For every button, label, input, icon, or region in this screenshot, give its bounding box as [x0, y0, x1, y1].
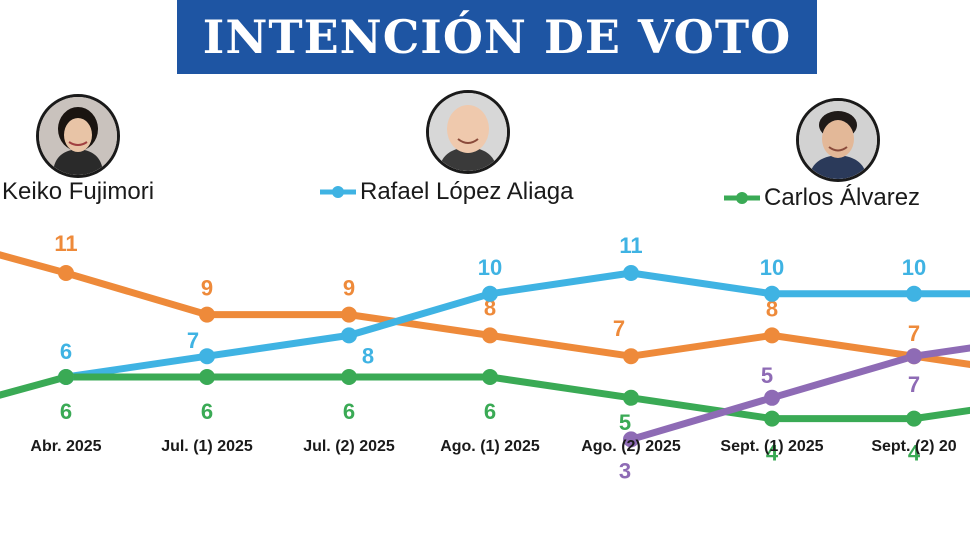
keiko-fujimori-avatar: [36, 94, 120, 178]
x-tick-label-5: Sept. (1) 2025: [720, 438, 823, 455]
legend-label-rafael: Rafael López Aliaga: [360, 178, 574, 205]
data-point-keiko-5: [764, 327, 780, 344]
data-label-keiko-0: 11: [54, 231, 77, 256]
data-label-keiko-4: 7: [613, 316, 625, 341]
data-label-carlos-1: 6: [201, 399, 213, 424]
data-label-keiko-2: 9: [343, 276, 355, 301]
series-line-rla: [62, 269, 970, 381]
data-point-keiko-4: [623, 348, 639, 365]
data-label-rla-6: 10: [902, 255, 926, 280]
data-point-fourth-4: [623, 431, 639, 448]
data-label-rla-1: 7: [187, 328, 199, 353]
data-point-carlos-6: [906, 410, 922, 427]
data-point-rla-5: [764, 285, 780, 302]
data-label-carlos-3: 6: [484, 399, 496, 424]
data-label-carlos-4: 5: [619, 410, 631, 435]
data-label-rla-5: 10: [760, 255, 784, 280]
data-label-rla-2: 8: [362, 343, 374, 368]
data-label-fourth-4: 3: [619, 458, 631, 483]
legend-rla-dot: [332, 186, 344, 198]
rafael-lopez-aliaga-avatar: [426, 90, 510, 174]
legend-label-keiko: Keiko Fujimori: [2, 178, 155, 205]
x-tick-label-4: Ago. (2) 2025: [581, 438, 681, 455]
legend-ca-dot: [736, 192, 748, 204]
data-point-fourth-6: [906, 348, 922, 365]
legend-label-carlos: Carlos Álvarez: [764, 184, 921, 211]
data-point-rla-3: [482, 285, 498, 302]
data-point-keiko-0: [58, 265, 74, 281]
data-point-carlos-1: [199, 369, 215, 385]
data-point-carlos-0: [58, 369, 74, 385]
data-point-keiko-3: [482, 327, 498, 344]
data-label-carlos-6: 4: [908, 441, 921, 466]
title-banner: INTENCIÓN DE VOTO: [177, 0, 817, 74]
data-label-carlos-2: 6: [343, 399, 355, 424]
line-dot-icon: [320, 186, 356, 198]
data-point-keiko-1: [199, 306, 215, 323]
carlos-alvarez-avatar: [796, 98, 880, 182]
x-tick-label-3: Ago. (1) 2025: [440, 438, 540, 455]
data-label-fourth-6: 7: [908, 372, 920, 397]
x-tick-label-6: Sept. (2) 20: [871, 438, 956, 455]
data-point-fourth-5: [764, 389, 780, 406]
data-label-rla-4: 11: [619, 233, 642, 258]
line-dot-icon: [724, 192, 760, 204]
data-point-carlos-5: [764, 410, 780, 427]
data-point-carlos-4: [623, 389, 639, 406]
data-label-rla-0: 6: [60, 339, 72, 364]
data-label-fourth-5: 5: [761, 363, 773, 388]
data-point-carlos-3: [482, 369, 498, 385]
data-point-rla-6: [906, 285, 922, 302]
data-point-rla-2: [341, 327, 357, 344]
x-tick-label-2: Jul. (2) 2025: [303, 438, 395, 455]
data-point-keiko-2: [341, 306, 357, 323]
x-tick-label-0: Abr. 2025: [30, 438, 101, 455]
x-tick-label-1: Jul. (1) 2025: [161, 438, 253, 455]
data-label-keiko-5: 8: [766, 296, 778, 321]
data-label-keiko-6: 7: [908, 321, 920, 346]
data-point-rla-1: [199, 348, 215, 365]
data-label-carlos-0: 6: [60, 399, 72, 424]
series-line-fourth: [627, 344, 970, 443]
data-point-rla-4: [623, 265, 639, 281]
data-label-keiko-3: 8: [484, 295, 496, 320]
data-label-rla-3: 10: [478, 255, 502, 280]
data-label-keiko-1: 9: [201, 276, 213, 301]
data-label-carlos-5: 4: [766, 441, 779, 466]
data-point-carlos-2: [341, 369, 357, 385]
chart-title: INTENCIÓN DE VOTO: [202, 10, 792, 64]
